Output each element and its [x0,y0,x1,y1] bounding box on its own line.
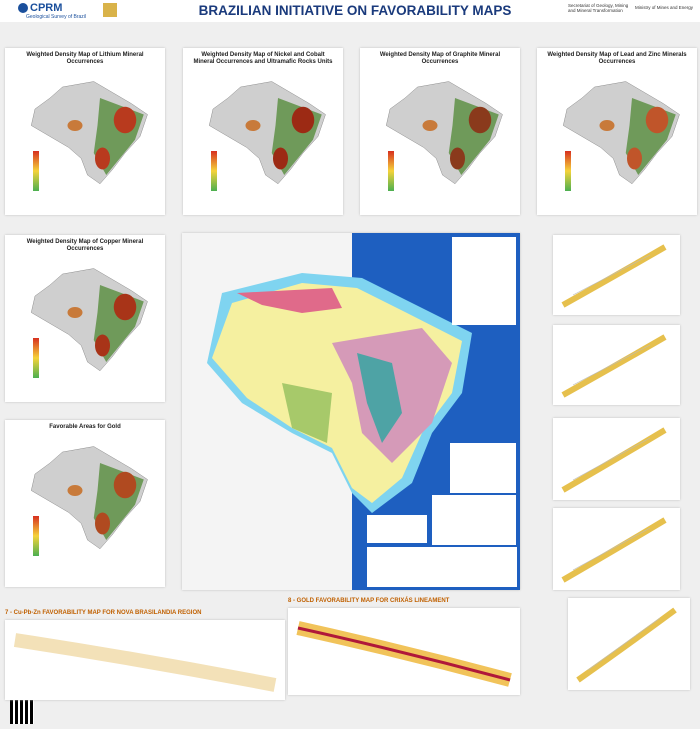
bottom-map [288,608,520,695]
qr-code [10,700,34,724]
logo-icon [18,3,28,13]
panel-map [30,81,148,192]
detail-map [553,418,680,500]
panel-title: Favorable Areas for Gold [49,424,121,430]
map-panel: Weighted Density Map of Nickel and Cobal… [183,48,343,215]
text-block [452,237,516,325]
hotspot [627,147,642,170]
hotspot [450,147,465,170]
map-panel: Favorable Areas for Gold [5,420,165,587]
hotspot [422,120,438,132]
bottom-map [5,620,285,700]
legend-bar [33,516,39,557]
legend [450,443,516,493]
legend [367,547,517,587]
panel-title: Weighted Density Map of Nickel and Cobal… [193,52,333,66]
main-map [182,233,520,590]
legend-bar [388,151,394,192]
map [208,81,326,185]
trend [561,244,667,308]
agency: Geological Survey of Brazil [26,14,87,20]
detail-map [553,325,680,405]
hotspot [113,294,137,321]
trend [576,607,677,683]
detail-map [553,235,680,315]
map-panel: Weighted Density Map of Lithium Mineral … [5,48,165,215]
detail-graphic [561,244,667,308]
map [30,268,148,372]
hotspot [599,120,615,132]
panel-title: Weighted Density Map of Graphite Mineral… [379,52,501,66]
map [30,446,148,550]
belt [297,626,511,682]
bottom-graphic [13,633,277,692]
panel-title: Weighted Density Map of Lead and Zinc Mi… [547,52,687,66]
trend [561,427,667,493]
trend [587,617,661,671]
hotspot [67,120,83,132]
ministry: Ministry of Mines and Energy [635,5,694,10]
hotspot [113,107,137,134]
unit [357,353,402,443]
panel-title: Weighted Density Map of Lithium Mineral … [26,52,144,66]
unit [237,288,342,313]
detail-graphic [561,427,667,493]
header: CPRM Geological Survey of Brazil BRAZILI… [0,0,700,22]
legend [432,495,516,545]
detail-map [568,598,690,690]
bottom-title: 8 - GOLD FAVORABILITY MAP FOR CRIXÁS LIN… [288,598,450,604]
hotspot [67,485,83,497]
map-panel: Weighted Density Map of Lead and Zinc Mi… [537,48,697,215]
legend-bar [211,151,217,192]
legend-bar [565,151,571,192]
legend-bar [33,151,39,192]
detail-map [553,508,680,590]
trend [572,437,651,481]
hotspot [468,107,492,134]
detail-graphic [561,517,667,583]
panel-map [30,446,148,557]
hotspot [245,120,261,132]
trend [572,254,651,296]
unit [282,383,332,443]
map-panel: Weighted Density Map of Graphite Mineral… [360,48,520,215]
title: BRAZILIAN INITIATIVE ON FAVORABILITY MAP… [198,3,512,18]
logo: CPRM [30,2,63,14]
panel-title: Weighted Density Map of Copper Mineral O… [26,239,144,253]
secretariat: Secretariat of Geology, Mining and Miner… [568,3,629,13]
trend [561,334,667,398]
panel-map [562,81,680,192]
hotspot [113,471,137,499]
hotspot [67,307,83,319]
bottom-graphic [296,621,512,687]
hotspot [95,334,110,357]
panel-map [208,81,326,192]
flag-icon [103,3,117,17]
legend [367,515,427,543]
bottom-title: 7 - Cu-Pb-Zn FAVORABILITY MAP FOR NOVA B… [5,610,202,616]
detail-graphic [576,607,677,683]
map [562,81,680,185]
panel-map [30,268,148,379]
trend [572,344,651,386]
map-panel: Weighted Density Map of Copper Mineral O… [5,235,165,402]
hotspot [645,107,669,134]
hotspot [95,512,110,535]
detail-graphic [561,334,667,398]
hotspot [273,147,288,170]
belt [13,633,277,692]
panel-map [385,81,503,192]
map [30,81,148,185]
trend [561,517,667,583]
hotspot [291,107,315,134]
map [385,81,503,185]
legend-bar [33,338,39,379]
main-map-graphic [182,233,517,590]
trend [572,527,651,571]
hotspot [95,147,110,170]
